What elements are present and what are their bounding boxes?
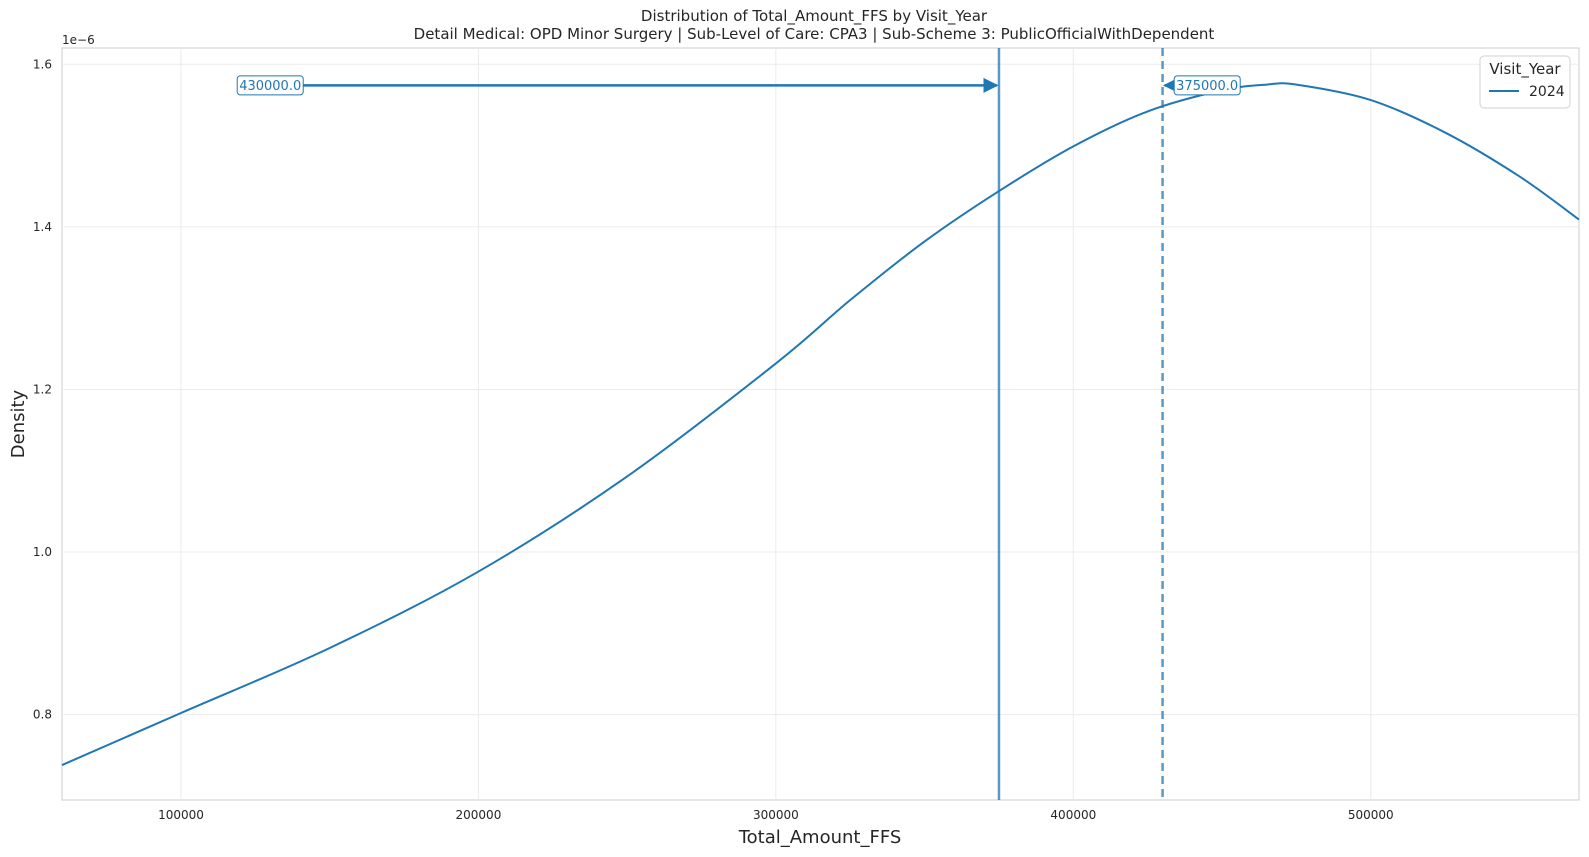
annotation-box: [236, 75, 304, 96]
annotation-box: [1173, 75, 1241, 96]
x-tick-label: 300000: [753, 808, 799, 822]
y-tick-label: 1.2: [33, 382, 52, 396]
y-offset-label: 1e−6: [62, 33, 95, 47]
legend-title: Visit_Year: [1489, 60, 1561, 79]
chart-title: Distribution of Total_Amount_FFS by Visi…: [641, 7, 988, 26]
y-axis-ticks: 0.8 1.0 1.2 1.4 1.6: [33, 57, 52, 721]
legend-box: [1479, 55, 1571, 109]
x-axis-label: Total_Amount_FFS: [738, 827, 902, 848]
series-line-2024: [61, 82, 1580, 766]
x-tick-label: 200000: [456, 808, 502, 822]
legend-entry-2024: 2024: [1529, 84, 1565, 100]
chart-subtitle: Detail Medical: OPD Minor Surgery | Sub-…: [414, 25, 1215, 43]
annotation-layer: 430000.0 375000.0: [236, 75, 1241, 96]
vline-layer: [997, 48, 1164, 800]
y-tick-label: 1.4: [33, 220, 52, 234]
x-tick-label: 100000: [158, 808, 204, 822]
x-axis-ticks: 100000 200000 300000 400000 500000: [158, 808, 1394, 822]
grid-lines: [62, 48, 1579, 800]
y-tick-label: 0.8: [33, 708, 52, 722]
legend: Visit_Year 2024: [1479, 55, 1571, 109]
y-tick-label: 1.6: [33, 57, 52, 71]
y-axis-label: Density: [8, 389, 29, 458]
annotation-label: 375000.0: [1176, 79, 1238, 94]
series-layer: [61, 82, 1580, 766]
y-tick-label: 1.0: [33, 545, 52, 559]
annotation-label: 430000.0: [239, 79, 301, 94]
plot-area: [61, 47, 1580, 801]
x-tick-label: 400000: [1050, 808, 1096, 822]
x-tick-label: 500000: [1348, 808, 1394, 822]
